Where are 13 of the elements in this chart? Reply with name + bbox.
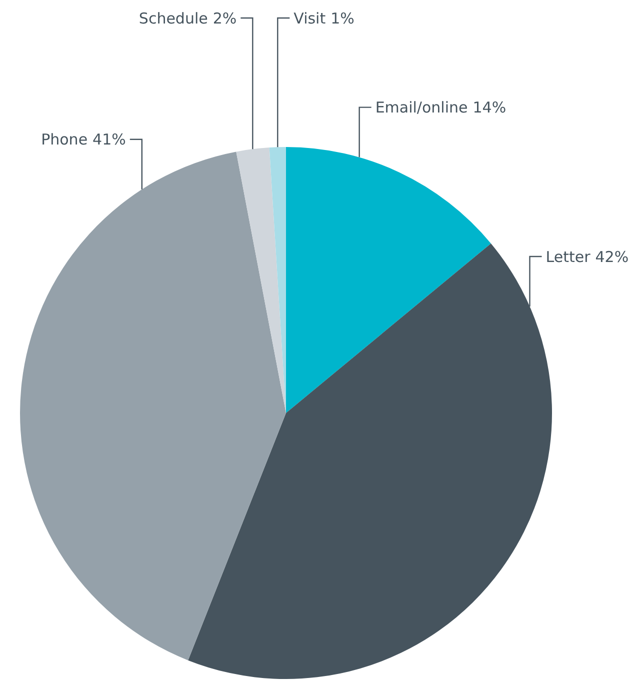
slice-label: Phone <box>41 130 88 149</box>
data-label: 41% <box>92 130 126 149</box>
pie-slice <box>20 152 286 660</box>
data-label: 2% <box>212 9 237 28</box>
slice-label: Email/online <box>375 98 468 117</box>
slice-label: Letter <box>546 248 592 266</box>
data-label: 42% <box>595 248 629 266</box>
pie-slice <box>286 147 491 413</box>
data-label: 14% <box>472 98 506 117</box>
data-label: 1% <box>330 9 354 28</box>
slice-label: Visit <box>294 9 326 28</box>
slice-label: Schedule <box>138 9 208 28</box>
pie-slice <box>236 148 286 413</box>
